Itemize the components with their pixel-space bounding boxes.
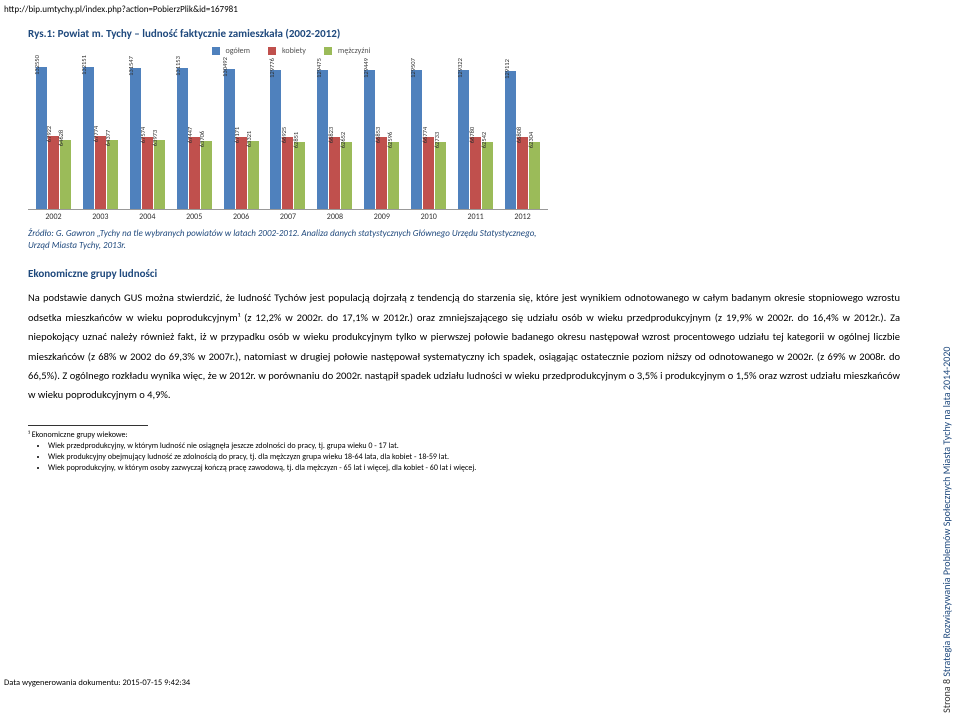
footnote-item: Wiek przedprodukcyjny, w którym ludność … xyxy=(48,441,900,452)
bar-value-label: 62733 xyxy=(433,132,441,148)
figure-source: Źródło: G. Gawron „Tychy na tle wybranyc… xyxy=(28,228,548,251)
bar-value-label: 66774 xyxy=(421,127,429,143)
footnote-list: Wiek przedprodukcyjny, w którym ludność … xyxy=(28,441,900,475)
doc-title: Strategia Rozwiązywania Problemów Społec… xyxy=(940,347,953,677)
chart-legend: ogółemkobietymężczyźni xyxy=(28,46,548,56)
bar-value-label: 132550 xyxy=(33,55,41,75)
bar: 67774 xyxy=(95,136,106,209)
bar-value-label: 67447 xyxy=(186,127,194,143)
bar-value-label: 132151 xyxy=(80,56,88,76)
section-heading: Ekonomiczne grupy ludności xyxy=(28,267,900,280)
bar-value-label: 64377 xyxy=(104,130,112,146)
x-tick-label: 2008 xyxy=(313,212,356,222)
bar: 62542 xyxy=(482,142,493,209)
year-group: 1304926717163321 xyxy=(220,58,263,209)
year-group: 1321516777464377 xyxy=(79,58,122,209)
x-tick-label: 2002 xyxy=(32,212,75,222)
bar-value-label: 67774 xyxy=(92,126,100,142)
bar: 62304 xyxy=(529,142,540,209)
bar: 63321 xyxy=(248,141,259,209)
bar: 62733 xyxy=(435,142,446,209)
x-tick-label: 2007 xyxy=(267,212,310,222)
bar: 64628 xyxy=(60,140,71,209)
bar-value-label: 67922 xyxy=(45,126,53,142)
bar-value-label: 66853 xyxy=(374,127,382,143)
footnote-item: Wiek poprodukcyjny, w którym osoby zazwy… xyxy=(48,463,900,474)
bar-value-label: 62542 xyxy=(480,132,488,148)
bar-value-label: 66823 xyxy=(327,127,335,143)
footnote-separator xyxy=(28,425,148,426)
bar-value-label: 66808 xyxy=(515,127,523,143)
bar: 62596 xyxy=(388,142,399,209)
year-group: 1325506792264628 xyxy=(32,58,75,209)
x-tick-label: 2011 xyxy=(454,212,497,222)
bar-value-label: 63973 xyxy=(151,130,159,146)
year-group: 1315476757463973 xyxy=(126,58,169,209)
bar-value-label: 129776 xyxy=(268,58,276,78)
bar-value-label: 66925 xyxy=(280,127,288,143)
bar-value-label: 62596 xyxy=(386,132,394,148)
chart-container: ogółemkobietymężczyźni 13255067922646281… xyxy=(28,46,548,222)
year-group: 129776 66925 62851 xyxy=(267,58,310,209)
year-group: 129449 66853 62596 xyxy=(360,58,403,209)
bar: 67922 xyxy=(48,136,59,209)
figure-title: Rys.1: Powiat m. Tychy – ludność faktycz… xyxy=(28,27,900,40)
generation-date: Data wygenerowania dokumentu: 2015-07-15… xyxy=(4,678,190,688)
footnote-item: Wiek produkcyjny obejmujący ludność ze z… xyxy=(48,452,900,463)
x-tick-label: 2012 xyxy=(501,212,544,222)
x-tick-label: 2009 xyxy=(360,212,403,222)
x-tick-label: 2005 xyxy=(173,212,216,222)
bar-value-label: 62652 xyxy=(339,132,347,148)
bar: 67171 xyxy=(236,137,247,209)
bar-value-label: 64628 xyxy=(57,130,65,146)
bar-value-label: 63321 xyxy=(245,131,253,147)
bar-value-label: 62304 xyxy=(527,132,535,148)
year-group: 1311536744763706 xyxy=(173,58,216,209)
bar: 67574 xyxy=(142,137,153,209)
bar-value-label: 67171 xyxy=(233,127,241,143)
x-tick-label: 2010 xyxy=(407,212,450,222)
bar-value-label: 130492 xyxy=(221,57,229,77)
bar-value-label: 129322 xyxy=(456,59,464,79)
bar-value-label: 129112 xyxy=(503,59,511,79)
footnote-lead: ¹ Ekonomiczne grupy wiekowe: xyxy=(28,430,900,441)
footnote: ¹ Ekonomiczne grupy wiekowe: Wiek przedp… xyxy=(28,430,900,475)
bar-value-label: 66780 xyxy=(468,127,476,143)
bar: 67447 xyxy=(189,137,200,209)
x-tick-label: 2004 xyxy=(126,212,169,222)
x-tick-label: 2003 xyxy=(79,212,122,222)
chart-x-axis: 2002 2003 2004 2005 2006 20072008 2009 2010 2011… xyxy=(28,210,548,222)
year-group: 129507 66774 62733 xyxy=(407,58,450,209)
bar: 62851 xyxy=(294,142,305,209)
bar: 64377 xyxy=(107,140,118,209)
x-tick-label: 2006 xyxy=(220,212,263,222)
body-paragraph: Na podstawie danych GUS można stwierdzić… xyxy=(28,288,900,405)
page-content: Rys.1: Powiat m. Tychy – ludność faktycz… xyxy=(0,15,960,475)
bar-value-label: 129507 xyxy=(409,58,417,78)
bar-value-label: 67574 xyxy=(139,126,147,142)
page-number: Strona 8 xyxy=(940,679,953,713)
bar-value-label: 63706 xyxy=(198,131,206,147)
bar-value-label: 62851 xyxy=(292,131,300,147)
bar: 63706 xyxy=(201,141,212,209)
source-url: http://bip.umtychy.pl/index.php?action=P… xyxy=(0,0,960,15)
year-group: 129112 66808 62304 xyxy=(501,58,544,209)
bar-value-label: 131547 xyxy=(127,56,135,76)
year-group: 129475 66823 62652 xyxy=(313,58,356,209)
bar-value-label: 131153 xyxy=(174,57,182,77)
bar-value-label: 129449 xyxy=(362,58,370,78)
bar-value-label: 129475 xyxy=(315,58,323,78)
side-running-title: Strona 8 Strategia Rozwiązywania Problem… xyxy=(940,347,953,713)
bar: 62652 xyxy=(341,142,352,209)
year-group: 129322 66780 62542 xyxy=(454,58,497,209)
bar: 63973 xyxy=(154,140,165,209)
bar-chart: 1325506792264628132151677746437713154767… xyxy=(28,58,548,210)
